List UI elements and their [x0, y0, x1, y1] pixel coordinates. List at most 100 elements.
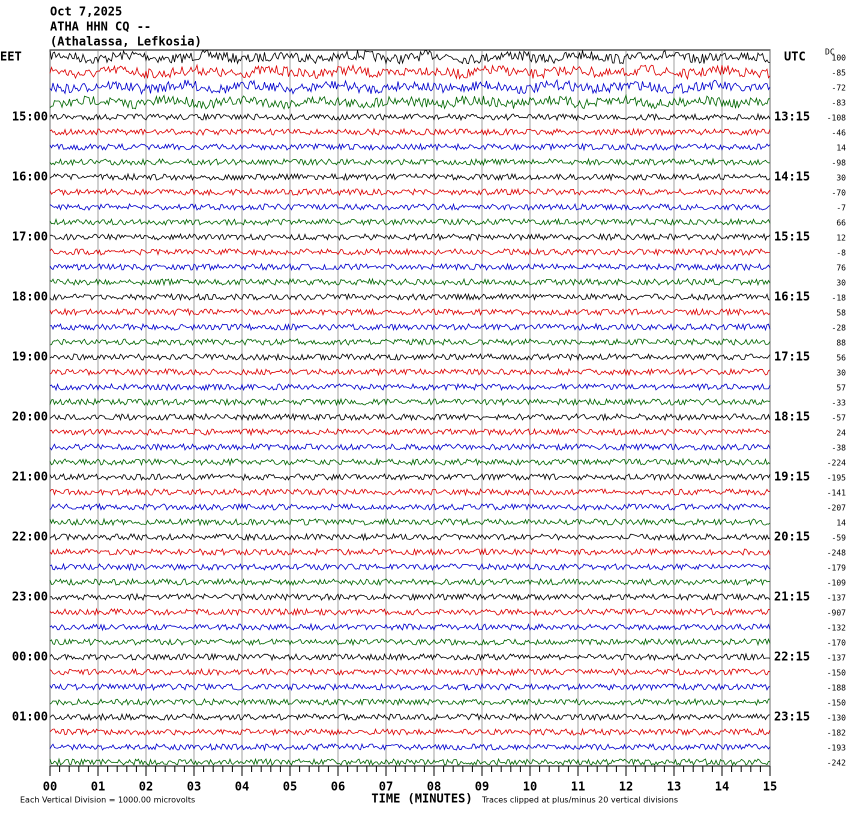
trace: [49, 712, 771, 722]
dc-offset: 56: [836, 354, 846, 363]
trace: [49, 93, 771, 110]
left-time-label: 00:00: [12, 650, 48, 664]
trace: [49, 622, 771, 632]
axis-title: TIME (MINUTES): [371, 792, 472, 806]
trace: [49, 472, 771, 482]
trace: [49, 247, 770, 257]
trace: [49, 637, 771, 647]
dc-offset: -141: [827, 489, 846, 498]
dc-offset: 76: [836, 264, 846, 273]
dc-offset: -70: [832, 189, 847, 198]
trace: [49, 442, 771, 452]
trace: [49, 322, 771, 332]
right-time-label: 14:15: [774, 170, 810, 184]
right-time-label: 19:15: [774, 470, 810, 484]
scale-note: Each Vertical Division = 1000.00 microvo…: [20, 796, 195, 805]
trace: [49, 547, 771, 557]
trace: [49, 517, 771, 527]
left-time-label: 19:00: [12, 350, 48, 364]
trace: [49, 397, 770, 407]
dc-offset: -170: [827, 639, 846, 648]
right-time-label: 13:15: [774, 110, 810, 124]
trace: [49, 307, 771, 317]
trace: [49, 607, 771, 617]
right-time-label: 15:15: [774, 230, 810, 244]
dc-offset: -33: [832, 399, 847, 408]
dc-offset: -46: [832, 129, 847, 138]
trace: [49, 412, 771, 422]
dc-offset: -130: [827, 714, 846, 723]
trace: [49, 338, 771, 347]
dc-offset: -137: [827, 594, 846, 603]
right-time-label: 20:15: [774, 530, 810, 544]
dc-offset: -59: [832, 534, 847, 543]
dc-offset: -224: [827, 459, 846, 468]
trace: [49, 232, 771, 242]
left-time-label: 20:00: [12, 410, 48, 424]
dc-label: DC: [825, 48, 835, 57]
trace: [49, 742, 771, 752]
dc-offset: -150: [827, 669, 846, 678]
x-tick-label: 04: [235, 780, 249, 794]
trace: [49, 292, 771, 302]
trace: [49, 127, 771, 137]
left-time-label: 22:00: [12, 530, 48, 544]
dc-offset: -188: [827, 684, 846, 693]
trace: [49, 577, 771, 587]
dc-offset: -8: [836, 249, 846, 258]
dc-offset: -85: [832, 69, 847, 78]
x-tick-label: 11: [571, 780, 585, 794]
dc-offset: 24: [836, 429, 846, 438]
trace: [49, 217, 771, 227]
right-zone: UTC: [784, 50, 806, 64]
dc-offset: -72: [832, 84, 847, 93]
trace: [49, 697, 770, 707]
trace: [49, 49, 771, 65]
trace: [49, 532, 771, 542]
trace: [49, 427, 771, 437]
dc-offset: -108: [827, 114, 846, 123]
right-time-label: 18:15: [774, 410, 810, 424]
dc-offset: 30: [836, 279, 846, 288]
trace: [49, 367, 771, 377]
dc-offset: -179: [827, 564, 846, 573]
x-tick-label: 13: [667, 780, 681, 794]
left-time-label: 18:00: [12, 290, 48, 304]
trace: [49, 682, 771, 692]
left-time-label: 23:00: [12, 590, 48, 604]
dc-offset: -98: [832, 159, 847, 168]
location: (Athalassa, Lefkosia): [50, 35, 202, 49]
left-time-label: 16:00: [12, 170, 48, 184]
dc-offset: -57: [832, 414, 847, 423]
dc-offset: -132: [827, 624, 846, 633]
x-tick-label: 05: [283, 780, 297, 794]
x-tick-label: 01: [91, 780, 105, 794]
dc-offset: 30: [836, 174, 846, 183]
trace: [49, 262, 771, 272]
left-zone: EET: [0, 50, 22, 64]
trace: [49, 187, 771, 197]
trace: [49, 757, 771, 767]
dc-offset: 58: [836, 309, 846, 318]
trace: [49, 562, 771, 572]
clip-note: Traces clipped at plus/minus 20 vertical…: [481, 796, 678, 805]
x-tick-label: 02: [139, 780, 153, 794]
x-tick-label: 00: [43, 780, 57, 794]
dc-offset: -28: [832, 324, 847, 333]
trace: [49, 727, 771, 737]
trace: [49, 652, 771, 662]
left-time-label: 01:00: [12, 710, 48, 724]
dc-offset: -195: [827, 474, 846, 483]
dc-offset: -109: [827, 579, 846, 588]
trace: [49, 277, 771, 287]
dc-offset: -38: [832, 444, 847, 453]
x-tick-label: 09: [475, 780, 489, 794]
dc-offset: -83: [832, 99, 847, 108]
trace: [49, 502, 771, 512]
dc-offset: 14: [836, 144, 846, 153]
date: Oct 7,2025: [50, 5, 122, 19]
right-time-label: 23:15: [774, 710, 810, 724]
trace: [49, 592, 771, 602]
x-tick-label: 12: [619, 780, 633, 794]
dc-offset: 30: [836, 369, 846, 378]
